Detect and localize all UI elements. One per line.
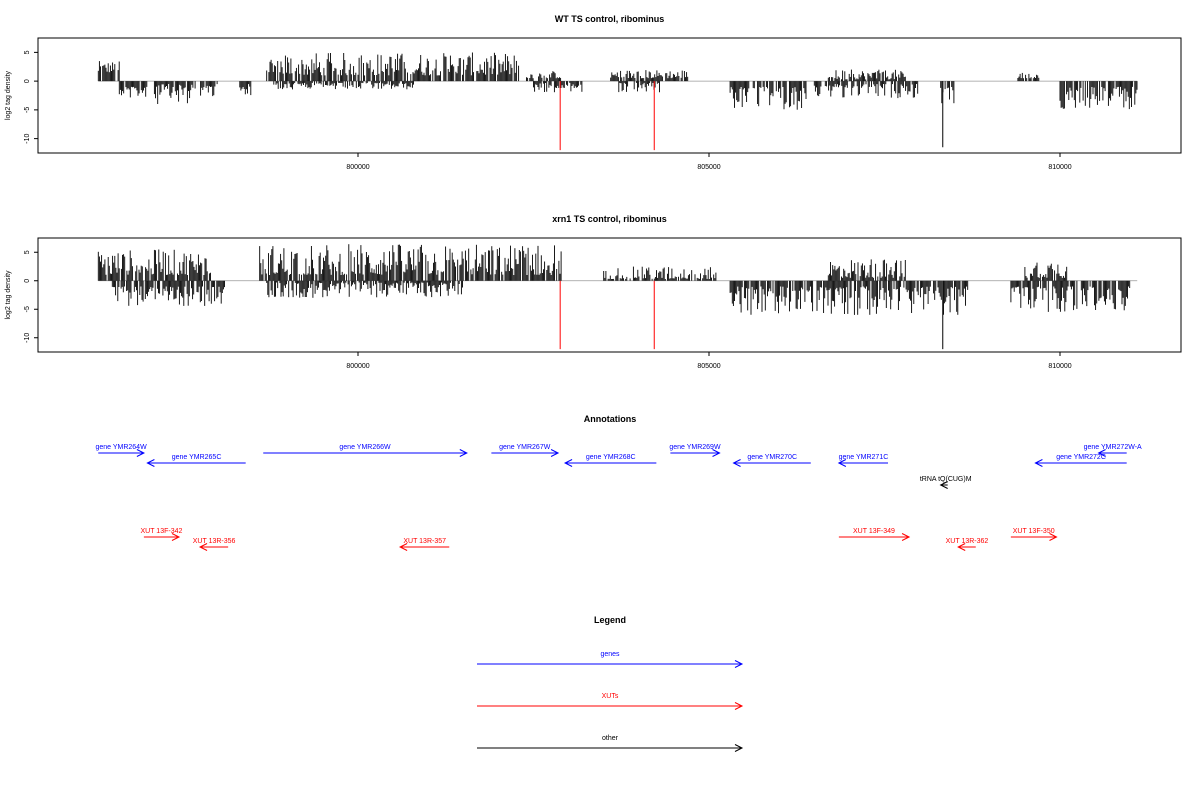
y-tick-label: -5 [24,107,31,113]
feature-arrow-other [939,481,948,489]
arrow-head [459,449,468,457]
arrow-head [939,481,948,489]
feature-label: gene YMR270C [747,454,797,461]
x-tick-label: 805000 [697,164,720,171]
legend-label: XUTs [602,693,619,700]
feature-label: gene YMR269W [669,444,721,451]
arrow-head [837,459,847,467]
feature-label: gene YMR265C [172,454,222,461]
feature-label: tRNA tQ(CUG)M [920,476,972,483]
feature-arrow-xut [957,543,976,551]
arrow-head [171,533,181,541]
y-tick-label: -10 [24,133,31,143]
feature-arrow-gene [98,449,146,457]
chart-title: WT TS control, ribominus [555,14,665,24]
feature-arrow-gene [732,459,811,467]
legend-label: genes [600,651,620,658]
feature-label: gene YMR264W [95,444,147,451]
y-axis-label: log2 tag density [5,70,12,120]
feature-label: gene YMR268C [586,454,636,461]
feature-label: XUT 13R-362 [946,538,989,545]
x-tick-label: 810000 [1048,164,1071,171]
feature-label: XUT 13F-349 [853,528,895,535]
legend-arrow-xut [477,702,744,710]
chart-panel-1 [34,37,1182,157]
annotations-title: Annotations [584,414,637,424]
feature-arrow-xut [143,533,181,541]
feature-arrow-gene [491,449,560,457]
arrow-head [901,533,911,541]
chart-panel-2 [34,237,1182,356]
feature-label: XUT 13F-350 [1013,528,1055,535]
y-tick-label: -10 [24,333,31,343]
legend-arrow-other [477,744,744,752]
feature-label: gene YMR272C [1056,454,1106,461]
feature-arrow-gene [146,459,246,467]
feature-arrow-xut [1010,533,1058,541]
y-axis-label: log2 tag density [5,270,12,320]
chart-title: xrn1 TS control, ribominus [552,214,667,224]
arrow-head [563,459,573,467]
feature-label: XUT 13R-357 [403,538,446,545]
feature-label: gene YMR267W [499,444,551,451]
legend-title: Legend [594,615,626,625]
feature-label: gene YMR272W-A [1084,444,1142,451]
feature-label: gene YMR271C [839,454,889,461]
x-tick-label: 805000 [697,363,720,370]
arrow-head [957,543,966,551]
x-tick-label: 800000 [346,363,369,370]
y-tick-label: 0 [24,279,31,283]
feature-label: gene YMR266W [339,444,391,451]
arrow-head [146,459,155,467]
plot-frame [37,237,1182,353]
feature-arrow-gene [563,459,657,467]
arrow-head [550,449,560,457]
y-tick-label: -5 [24,306,31,312]
x-tick-label: 810000 [1048,363,1071,370]
arrow-head [1034,459,1043,467]
y-tick-label: 5 [24,50,31,54]
feature-arrow-gene [670,449,721,457]
feature-label: XUT 13F-342 [140,528,182,535]
plot-frame [37,37,1182,154]
feature-arrow-xut [198,543,229,551]
x-tick-label: 800000 [346,164,369,171]
arrow-head [1049,533,1058,541]
feature-arrow-gene [1097,449,1127,457]
y-tick-label: 0 [24,79,31,83]
y-tick-label: 5 [24,250,31,254]
arrow-head [732,459,741,467]
arrow-head [198,543,208,551]
arrow-head [399,543,408,551]
feature-arrow-xut [399,543,450,551]
legend-label: other [602,735,619,742]
arrow-head [734,702,744,710]
arrow-head [734,660,744,668]
legend-arrow-gene [477,660,744,668]
arrow-head [1097,449,1106,457]
feature-arrow-gene [263,449,468,457]
feature-arrow-xut [838,533,911,541]
feature-arrow-gene [1034,459,1127,467]
feature-arrow-gene [837,459,889,467]
feature-label: XUT 13R-356 [193,538,236,545]
arrow-head [734,744,744,752]
arrow-head [136,449,146,457]
arrow-head [712,449,721,457]
